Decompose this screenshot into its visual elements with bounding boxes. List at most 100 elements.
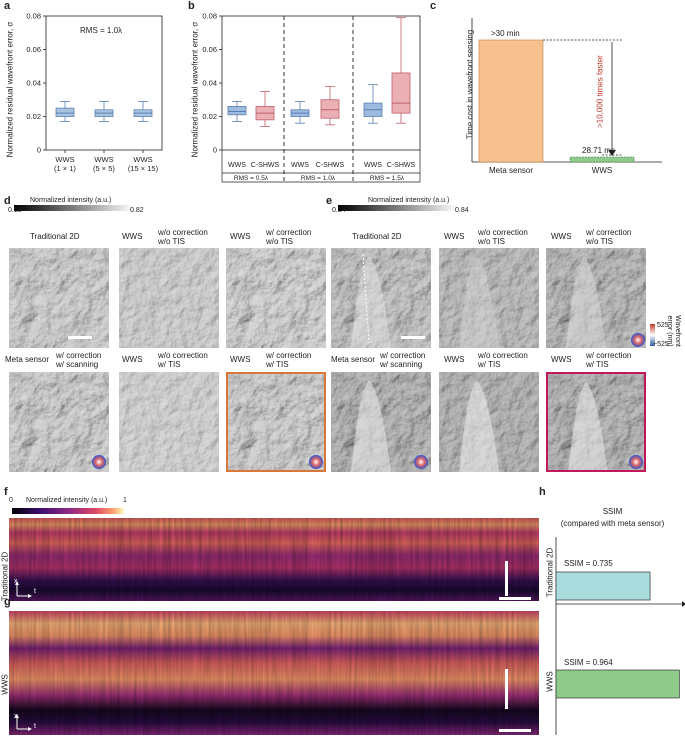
chart-c [471,18,662,163]
ytick-label: 0 [213,146,217,155]
xtick-label: (5 × 5) [93,164,115,173]
wavefront-inset-icon [631,333,645,347]
panel-label-b: b [188,0,195,12]
axis-x-g: x [14,713,18,720]
ytick-label: 0.06 [26,45,41,54]
h-axis-arrow [682,601,685,607]
axis-x-f: x [14,578,18,585]
panel-label-f: f [4,486,8,498]
panel-label-h: h [539,486,546,498]
e-label-cond-5: w/ correction w/ TIS [586,351,632,369]
scalebar-t-f [499,597,531,600]
colorbar-e [338,205,458,211]
panel-label-g: g [4,596,11,608]
wavefront-inset-icon [629,455,643,469]
ytick-label: 0.08 [202,12,217,21]
e-label-cond-4: w/o correction w/ TIS [478,351,528,369]
image-d-wws-corr-no-tis [226,248,326,348]
e-label-wws-3: WWS [444,355,465,364]
xtick-label: WWS [364,162,382,169]
image-e-traditional-2d [331,248,431,348]
group-label: RMS = 1.5λ [370,175,405,182]
chart-b: 0 0.02 0.04 0.06 0.08 WWS C-SHWS WWS C-SHWS WWS C-… [202,12,421,183]
image-e-wws-no-corr-no-tis [439,248,539,348]
d-label-cond-4: w/o correction w/ TIS [158,351,208,369]
e-label-wws-2: WWS [551,232,572,241]
d-label-wws-3: WWS [122,355,143,364]
xtick-label: WWS [55,155,74,164]
group-label: RMS = 1.0λ [301,175,336,182]
ytick-label: 0 [37,146,41,155]
wf-cbar-max: 525 [657,322,669,329]
scalebar-x-f [505,561,508,596]
ytick-label: 0.04 [26,79,41,88]
cbar-title-d: Normalized intensity (a.u.) [30,197,112,204]
colorbar-d [14,205,134,211]
d-label-cond-2: w/ correction w/o TIS [266,228,312,246]
h-value-traditional: SSIM = 0.735 [564,559,613,568]
e-label-wws-4: WWS [551,355,572,364]
bar-wws [569,156,635,163]
panel-label-c: c [430,0,437,12]
h-label-wws: WWS [545,671,555,692]
scalebar-t-g [499,729,531,732]
d-label-cond-5: w/ correction w/ TIS [266,351,312,369]
image-d-wws-no-corr-no-tis [119,248,219,348]
bar2-label-c: 28.71 ms [582,146,615,155]
axis-t-f: t [34,588,36,595]
wavefront-inset-icon [309,455,323,469]
scalebar-x-g [505,669,508,709]
e-label-cond-3: w/ correction w/ scanning [380,351,426,369]
cbar-title-e: Normalized intensity (a.u.) [368,197,450,204]
d-label-meta-sensor: Meta sensor [5,355,50,364]
ytick-label: 0.04 [202,79,217,88]
xtick-label: C-SHWS [251,162,280,169]
kymograph-traditional-2d [9,518,539,601]
cbar-max-e: 0.84 [455,207,469,214]
ytick-label: 0.08 [26,12,41,21]
image-e-wws-corr-tis [546,372,646,472]
cbar-title-f: Normalized intensity (a.u.) [26,497,108,504]
panel-label-d: d [4,195,11,207]
ytick-label: 0.02 [26,112,41,121]
wf-cbar-min: −525 [653,341,669,348]
ssim-bar [555,571,651,601]
xtick-label: (15 × 15) [128,164,159,173]
scalebar-d [68,336,92,339]
box [227,106,247,116]
e-label-cond-1: w/o correction w/o TIS [478,228,528,246]
d-label-wws-2: WWS [230,232,251,241]
ytick-label: 0.06 [202,45,217,54]
e-label-wws-1: WWS [444,232,465,241]
image-e-wws-no-corr-tis [439,372,539,472]
h-label-traditional: Traditional 2D [545,547,555,598]
group-label: RMS = 0.5λ [234,175,269,182]
xtick-label: C-SHWS [387,162,416,169]
xtick-wws-c: WWS [591,166,613,175]
cbar-min-e: 0.14 [332,207,346,214]
h-value-wws: SSIM = 0.964 [564,658,613,667]
xtick-label: C-SHWS [316,162,345,169]
box [55,107,75,117]
cbar-max-f: 1 [123,497,127,504]
xtick-label: WWS [291,162,309,169]
xtick-label: (1 × 1) [54,164,76,173]
image-e-wws-corr-no-tis [546,248,646,348]
axis-t-g: t [34,723,36,730]
wavefront-colorbar [650,324,655,346]
d-label-cond-1: w/o correction w/o TIS [158,228,208,246]
scalebar-e [401,336,425,339]
image-d-wws-corr-tis [226,372,326,472]
image-d-meta-sensor [9,372,109,472]
xtick-label: WWS [133,155,152,164]
d-label-wws-1: WWS [122,232,143,241]
colorbar-f [12,508,124,514]
panel-label-a: a [4,0,11,12]
box [320,99,340,119]
xtick-label: WWS [94,155,113,164]
e-label-meta-sensor: Meta sensor [331,355,376,364]
cbar-min-d: 0.18 [8,207,22,214]
xtick-label: WWS [228,162,246,169]
